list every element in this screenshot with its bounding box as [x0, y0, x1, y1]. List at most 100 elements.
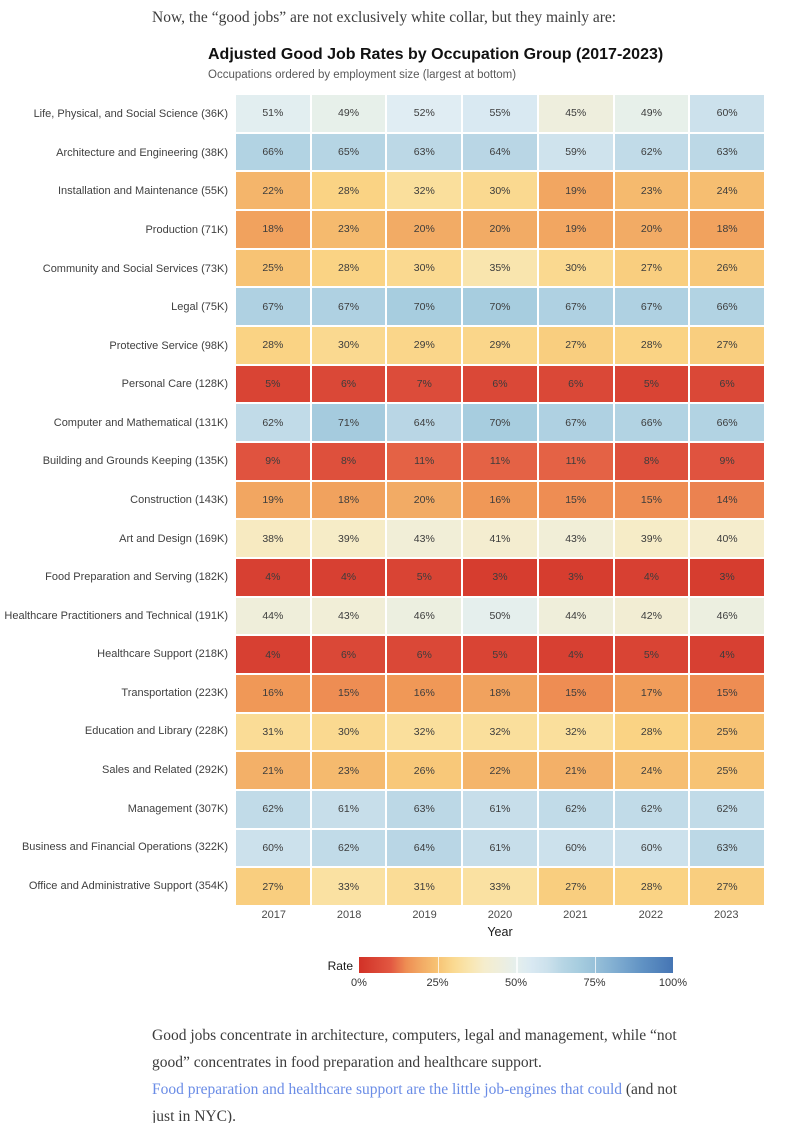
- heatmap-cell: 6%: [538, 365, 613, 403]
- heatmap-cell: 20%: [387, 481, 462, 519]
- heatmap-cell: 20%: [463, 211, 537, 248]
- legend-tick-label: 0%: [351, 977, 367, 989]
- heatmap-cell: 44%: [236, 597, 310, 635]
- heatmap-cell: 4%: [538, 636, 613, 673]
- heatmap-cell: 23%: [311, 211, 386, 248]
- heatmap-cell: 15%: [538, 675, 613, 712]
- heatmap-cell: 52%: [387, 95, 462, 132]
- heatmap-cell: 21%: [538, 752, 613, 789]
- row-label: Architecture and Engineering (38K): [56, 146, 228, 159]
- heatmap-cell: 30%: [387, 249, 462, 287]
- intro-paragraph: Now, the “good jobs” are not exclusively…: [152, 9, 617, 26]
- legend-tick-label: 25%: [426, 977, 449, 989]
- heatmap-cell: 32%: [387, 713, 462, 751]
- heatmap-cell: 21%: [236, 752, 310, 789]
- heatmap-cell: 29%: [463, 327, 537, 364]
- row-label: Food Preparation and Serving (182K): [45, 571, 228, 584]
- legend-tick-label: 50%: [504, 977, 528, 989]
- x-tick-label: 2018: [336, 909, 362, 921]
- heatmap-cell: 17%: [614, 675, 689, 712]
- heatmap-cell: 35%: [463, 249, 537, 287]
- heatmap-cell: 29%: [387, 327, 462, 364]
- heatmap-cell: 23%: [614, 172, 689, 209]
- heatmap-cell: 64%: [387, 829, 462, 867]
- heatmap-cell: 27%: [690, 327, 764, 364]
- heatmap-cell: 49%: [614, 95, 689, 132]
- heatmap-cell: 63%: [387, 133, 462, 171]
- heatmap-cell: 5%: [614, 636, 689, 673]
- legend-tick-mark: [594, 957, 596, 973]
- heatmap-cell: 5%: [387, 559, 462, 596]
- heatmap-cell: 8%: [311, 443, 386, 480]
- heatmap-cell: 28%: [614, 868, 689, 905]
- heatmap-cell: 28%: [311, 249, 386, 287]
- heatmap-cell: 28%: [311, 172, 386, 209]
- row-label: Computer and Mathematical (131K): [53, 416, 228, 429]
- row-label: Production (71K): [145, 223, 228, 236]
- heatmap-cell: 33%: [311, 868, 386, 905]
- heatmap-cell: 66%: [614, 404, 689, 441]
- heatmap-cell: 22%: [463, 752, 537, 789]
- x-axis-title: Year: [487, 925, 513, 939]
- heatmap-cell: 11%: [387, 443, 462, 480]
- row-label: Community and Social Services (73K): [42, 262, 228, 275]
- heatmap-cell: 51%: [236, 95, 310, 132]
- heatmap-cell: 3%: [463, 559, 537, 596]
- heatmap-cell: 66%: [236, 133, 310, 171]
- legend-tick-mark: [437, 957, 439, 973]
- heatmap-cell: 26%: [387, 752, 462, 789]
- heatmap-cell: 3%: [538, 559, 613, 596]
- row-label: Healthcare Support (218K): [97, 648, 228, 661]
- row-label: Business and Financial Operations (322K): [21, 841, 228, 854]
- heatmap-cell: 23%: [311, 752, 386, 789]
- heatmap-cell: 38%: [236, 520, 310, 557]
- heatmap-cell: 27%: [236, 868, 310, 905]
- row-label: Construction (143K): [130, 493, 228, 506]
- heatmap-cell: 11%: [538, 443, 613, 480]
- heatmap-cell: 67%: [538, 404, 613, 441]
- heatmap-cell: 64%: [387, 404, 462, 441]
- heatmap-cell: 62%: [690, 791, 764, 828]
- footer-link[interactable]: Food preparation and healthcare support …: [152, 1081, 623, 1098]
- heatmap-cell: 9%: [236, 443, 310, 480]
- heatmap-cell: 46%: [690, 597, 764, 635]
- heatmap-cell: 6%: [311, 636, 386, 673]
- row-label: Legal (75K): [171, 301, 228, 314]
- heatmap-cell: 39%: [311, 520, 386, 557]
- x-axis-ticks: 2017 2018 2019 2020 2021 2022 2023: [236, 909, 764, 921]
- heatmap-cell: 5%: [463, 636, 537, 673]
- heatmap-cell: 15%: [614, 481, 689, 519]
- heatmap-cell: 33%: [463, 868, 537, 905]
- heatmap-cell: 30%: [463, 172, 537, 209]
- row-label: Management (307K): [127, 802, 228, 815]
- chart-subtitle: Occupations ordered by employment size (…: [208, 69, 517, 81]
- heatmap-cell: 18%: [690, 211, 764, 248]
- heatmap-cell: 18%: [311, 481, 386, 519]
- heatmap-cell: 32%: [387, 172, 462, 209]
- heatmap-cell: 60%: [236, 829, 310, 867]
- heatmap-cell: 28%: [614, 713, 689, 751]
- footer-paragraph: Good jobs concentrate in architecture, c…: [152, 1027, 677, 1071]
- heatmap-cell: 63%: [387, 791, 462, 828]
- heatmap-cell: 67%: [538, 288, 613, 325]
- legend-tick-label: 75%: [583, 977, 606, 989]
- legend-title: Rate: [327, 959, 353, 973]
- heatmap-cell: 26%: [690, 249, 764, 287]
- heatmap-cell: 50%: [463, 597, 537, 635]
- heatmap-cell: 27%: [690, 868, 764, 905]
- heatmap-cell: 40%: [690, 520, 764, 557]
- heatmap-cell: 41%: [463, 520, 537, 557]
- row-label: Transportation (223K): [121, 686, 228, 699]
- heatmap-cell: 20%: [614, 211, 689, 248]
- heatmap-cell: 20%: [387, 211, 462, 248]
- heatmap-cell: 61%: [463, 829, 537, 867]
- heatmap-cell: 14%: [690, 481, 764, 519]
- heatmap-cell: 67%: [311, 288, 386, 325]
- heatmap-cell: 32%: [463, 713, 537, 751]
- heatmap-cell: 70%: [463, 404, 537, 441]
- legend-tick-mark: [516, 957, 518, 973]
- heatmap-cell: 62%: [614, 133, 689, 171]
- row-label: Building and Grounds Keeping (135K): [42, 455, 228, 468]
- legend-tick-label: 100%: [658, 977, 688, 989]
